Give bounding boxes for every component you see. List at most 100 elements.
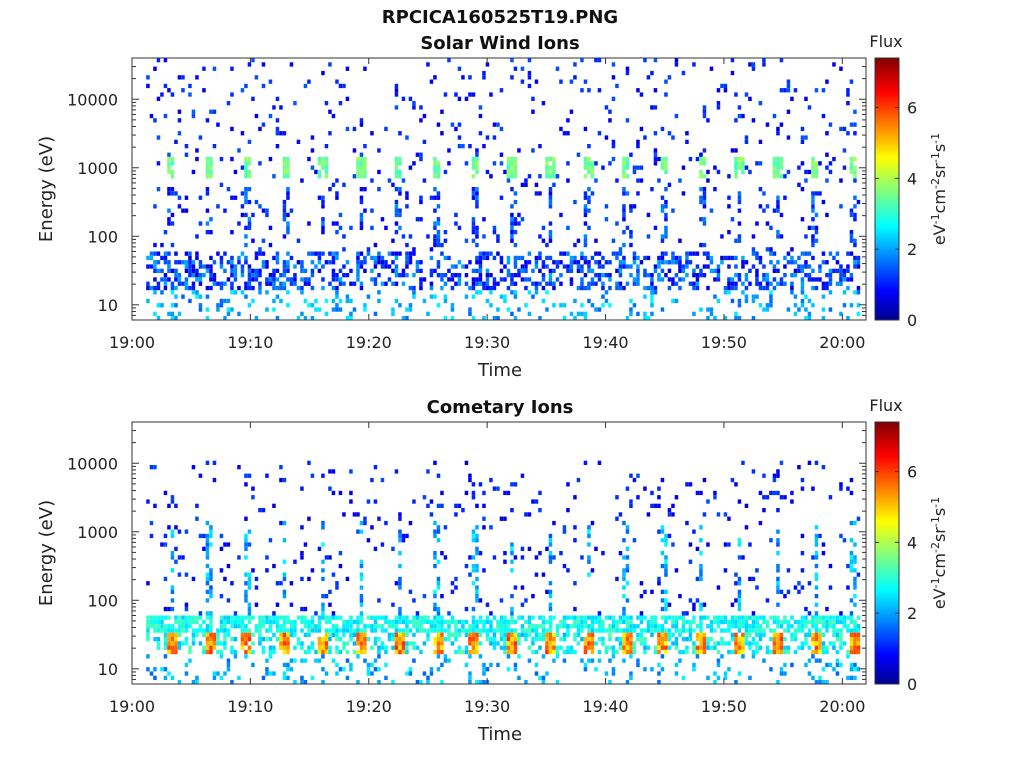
heatmap-cell — [510, 277, 514, 282]
heatmap-cell — [534, 260, 539, 265]
heatmap-cell — [275, 285, 280, 291]
heatmap-cell — [485, 169, 490, 175]
heatmap-cell — [629, 273, 633, 278]
heatmap-cell — [762, 615, 766, 620]
heatmap-cell — [608, 273, 612, 278]
heatmap-cell — [692, 285, 696, 291]
heatmap-cell — [454, 619, 458, 625]
heatmap-cell — [331, 273, 336, 278]
heatmap-cell — [597, 628, 602, 633]
heatmap-cell — [440, 628, 444, 633]
heatmap-cell — [538, 268, 542, 273]
heatmap-cell — [590, 268, 595, 273]
heatmap-cell — [317, 637, 322, 642]
heatmap-cell — [667, 512, 672, 517]
heatmap-cell — [765, 307, 770, 312]
heatmap-cell — [814, 161, 819, 166]
heatmap-cell — [275, 255, 280, 261]
heatmap-cell — [247, 606, 252, 612]
heatmap-cell — [475, 538, 479, 543]
heatmap-cell — [853, 542, 857, 547]
heatmap-cell — [244, 637, 248, 642]
heatmap-cell — [776, 602, 780, 607]
heatmap-cell — [790, 255, 794, 261]
heatmap-cell — [188, 251, 192, 256]
heatmap-cell — [636, 662, 640, 668]
heatmap-cell — [394, 83, 399, 89]
heatmap-cell — [755, 281, 759, 286]
heatmap-cell — [380, 260, 385, 265]
heatmap-cell — [825, 212, 829, 218]
heatmap-cell — [779, 645, 784, 650]
heatmap-cell — [580, 637, 584, 642]
heatmap-cell — [513, 637, 518, 642]
heatmap-cell — [356, 619, 360, 625]
heatmap-cell — [205, 572, 210, 577]
heatmap-cell — [772, 169, 777, 175]
heatmap-cell — [195, 503, 199, 508]
heatmap-cell — [478, 615, 483, 620]
heatmap-cell — [814, 585, 819, 590]
heatmap-cell — [695, 285, 700, 291]
heatmap-cell — [797, 645, 801, 650]
heatmap-cell — [559, 251, 563, 256]
heatmap-cell — [737, 589, 742, 594]
heatmap-cell — [524, 680, 528, 685]
heatmap-cell — [429, 624, 434, 629]
heatmap-cell — [191, 628, 196, 633]
heatmap-cell — [545, 156, 549, 162]
heatmap-cell — [674, 495, 679, 500]
heatmap-cell — [296, 316, 301, 321]
heatmap-cell — [692, 529, 696, 534]
heatmap-cell — [321, 542, 325, 547]
heatmap-cell — [321, 473, 325, 478]
heatmap-cell — [853, 204, 857, 209]
heatmap-cell — [433, 174, 437, 179]
heatmap-cell — [443, 637, 448, 642]
heatmap-cell — [499, 615, 504, 620]
heatmap-cell — [436, 632, 441, 637]
heatmap-cell — [384, 260, 388, 265]
heatmap-cell — [846, 675, 850, 680]
heatmap-cell — [821, 641, 826, 646]
heatmap-cell — [828, 615, 833, 620]
heatmap-cell — [198, 473, 203, 478]
heatmap-cell — [468, 641, 472, 646]
heatmap-cell — [734, 482, 738, 487]
heatmap-cell — [821, 619, 826, 625]
heatmap-cell — [706, 264, 710, 269]
heatmap-cell — [398, 641, 402, 646]
heatmap-cell — [461, 619, 465, 625]
heatmap-cell — [720, 637, 724, 642]
heatmap-cell — [188, 658, 192, 663]
heatmap-cell — [814, 594, 819, 599]
heatmap-cell — [377, 187, 381, 192]
heatmap-cell — [510, 230, 514, 235]
heatmap-cell — [195, 628, 199, 633]
heatmap-cell — [275, 251, 280, 256]
heatmap-cell — [492, 281, 497, 286]
heatmap-cell — [454, 503, 458, 508]
heatmap-cell — [587, 628, 591, 633]
heatmap-cell — [814, 525, 819, 530]
heatmap-cell — [188, 83, 192, 89]
heatmap-cell — [471, 277, 476, 282]
heatmap-cell — [769, 667, 773, 672]
heatmap-cell — [629, 654, 633, 659]
heatmap-cell — [475, 628, 479, 633]
heatmap-cell — [212, 277, 217, 282]
heatmap-cell — [555, 260, 560, 265]
heatmap-cell — [338, 649, 343, 655]
heatmap-cell — [177, 645, 182, 650]
heatmap-cell — [667, 508, 672, 513]
heatmap-cell — [699, 641, 703, 646]
heatmap-cell — [678, 285, 682, 291]
heatmap-cell — [317, 255, 322, 261]
heatmap-cell — [492, 637, 497, 642]
heatmap-cell — [625, 225, 630, 230]
heatmap-cell — [401, 538, 406, 543]
heatmap-cell — [545, 628, 549, 633]
heatmap-cell — [170, 606, 175, 612]
x-tick-label: 20:00 — [819, 697, 865, 716]
